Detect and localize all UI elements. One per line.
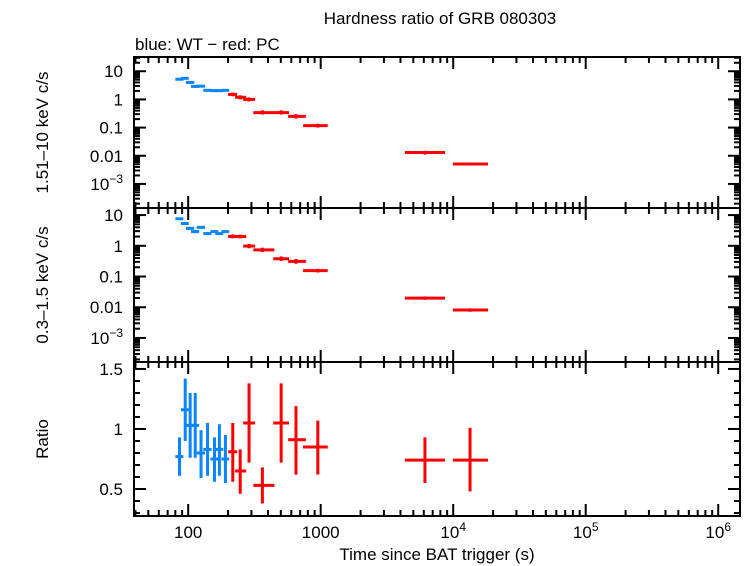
x-tick-label: 104	[440, 520, 466, 542]
data-point-PC	[235, 449, 247, 494]
series-PC	[228, 234, 488, 312]
x-tick-label: 106	[705, 520, 731, 542]
data-point-PC	[253, 467, 275, 504]
data-point-WT	[196, 84, 206, 88]
panel-3: 1.5 1 0.5 100 1000 104 105 106 Ratio Time since B…	[33, 360, 741, 564]
series-PC	[228, 92, 488, 166]
data-point-PC	[253, 247, 275, 252]
data-point-PC	[452, 308, 488, 312]
x-tick-label: 1000	[302, 523, 340, 542]
x-tick-label: 100	[174, 523, 202, 542]
data-point-PC	[235, 95, 247, 100]
data-point-WT	[210, 437, 219, 482]
data-point-WT	[196, 225, 206, 229]
y-tick-label: 10	[104, 206, 123, 225]
y-tick-label: 1	[114, 237, 123, 256]
data-point-WT	[203, 422, 212, 476]
data-point-PC	[288, 259, 306, 264]
y-axis-label: 0.3–1.5 keV c/s	[33, 226, 52, 343]
chart-subtitle: blue: WT − red: PC	[135, 35, 280, 54]
data-point-WT	[215, 232, 224, 236]
data-point-WT	[175, 217, 184, 221]
data-point-PC	[404, 437, 445, 483]
y-tick-label: 0.01	[90, 298, 123, 317]
data-point-PC	[243, 97, 256, 102]
data-point-WT	[215, 424, 224, 476]
data-point-PC	[253, 110, 275, 115]
series-WT	[175, 378, 230, 483]
series-PC	[228, 383, 488, 504]
data-point-WT	[185, 80, 195, 84]
data-point-WT	[190, 230, 200, 234]
data-point-PC	[273, 256, 290, 262]
y-tick-label: 1	[114, 420, 123, 439]
y-tick-label: 10−3	[90, 172, 123, 194]
data-point-PC	[228, 92, 238, 97]
series-WT	[175, 217, 230, 236]
panel-2: 10 1 0.1 0.01 10−3 0.3–1.5 keV c/s	[33, 206, 741, 363]
x-axis-label: Time since BAT trigger (s)	[339, 545, 534, 564]
data-point-PC	[404, 296, 445, 300]
data-point-PC	[273, 383, 290, 463]
y-tick-label: 0.5	[99, 480, 123, 499]
data-point-PC	[235, 234, 247, 239]
data-point-WT	[175, 437, 184, 476]
data-point-PC	[303, 123, 328, 128]
y-tick-label: 10−3	[90, 326, 123, 348]
data-point-PC	[243, 383, 256, 463]
data-point-WT	[221, 230, 230, 234]
panel-1: 10 1 0.1 0.01 10−3 1.51–10 keV c/s	[33, 56, 741, 209]
data-point-WT	[180, 76, 189, 80]
y-axis-label: Ratio	[33, 419, 52, 459]
data-point-PC	[404, 150, 445, 155]
series-WT	[175, 76, 230, 93]
data-point-WT	[221, 434, 230, 483]
data-point-WT	[221, 88, 230, 92]
data-point-PC	[273, 110, 290, 115]
y-tick-label: 0.01	[90, 147, 123, 166]
y-tick-label: 0.1	[99, 119, 123, 138]
data-point-PC	[303, 268, 328, 273]
data-point-PC	[452, 162, 488, 166]
y-tick-label: 1.5	[99, 360, 123, 379]
data-point-WT	[196, 430, 206, 479]
data-point-WT	[180, 378, 189, 441]
data-point-WT	[210, 230, 219, 234]
data-point-PC	[288, 114, 306, 119]
data-point-WT	[180, 222, 189, 226]
panel-frame	[133, 56, 741, 209]
data-point-WT	[185, 226, 195, 230]
y-tick-label: 10	[104, 62, 123, 81]
chart-title: Hardness ratio of GRB 080303	[324, 9, 556, 28]
data-point-WT	[203, 232, 212, 236]
y-axis-label: 1.51–10 keV c/s	[33, 72, 52, 194]
data-point-WT	[203, 88, 212, 92]
data-point-WT	[190, 392, 200, 458]
data-point-PC	[228, 422, 238, 482]
data-point-PC	[303, 420, 328, 475]
data-point-PC	[288, 406, 306, 475]
data-point-PC	[243, 243, 256, 249]
y-tick-label: 1	[114, 90, 123, 109]
data-point-PC	[452, 427, 488, 492]
x-tick-label: 105	[573, 520, 599, 542]
panel-frame	[133, 361, 741, 517]
y-tick-label: 0.1	[99, 268, 123, 287]
